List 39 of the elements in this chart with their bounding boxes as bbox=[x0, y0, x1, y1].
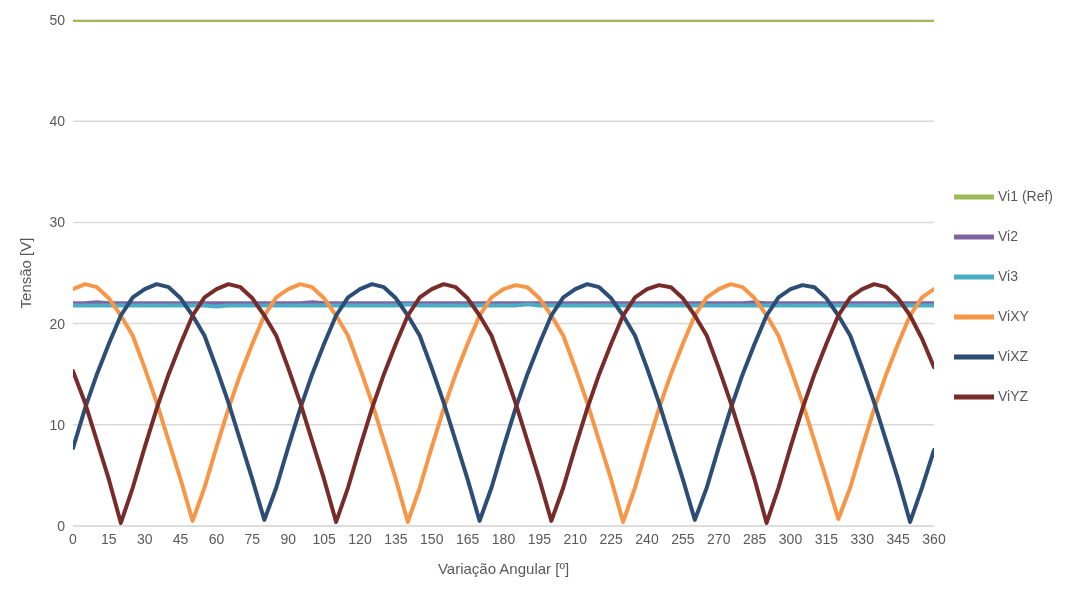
x-tick-label: 45 bbox=[172, 530, 189, 547]
x-tick-label: 180 bbox=[491, 530, 516, 547]
x-tick-label: 105 bbox=[312, 530, 337, 547]
x-tick-label: 270 bbox=[707, 530, 731, 547]
x-tick-label: 255 bbox=[671, 530, 695, 547]
x-tick-label: 315 bbox=[814, 530, 839, 547]
legend-label: Vi1 (Ref) bbox=[998, 188, 1053, 205]
x-tick-label: 330 bbox=[850, 530, 875, 547]
x-tick-label: 75 bbox=[244, 530, 261, 547]
x-tick-label: 285 bbox=[742, 530, 767, 547]
x-tick-label: 360 bbox=[922, 530, 946, 547]
y-axis-title: Tensão [V] bbox=[17, 237, 35, 309]
y-tick-label: 40 bbox=[49, 113, 66, 130]
y-tick-label: 20 bbox=[49, 315, 66, 332]
x-tick-label: 90 bbox=[280, 530, 297, 547]
legend-label: ViXY bbox=[998, 308, 1029, 325]
x-tick-label: 135 bbox=[384, 530, 408, 547]
x-tick-label: 30 bbox=[136, 530, 153, 547]
x-tick-label: 120 bbox=[348, 530, 372, 547]
x-tick-label: 300 bbox=[778, 530, 803, 547]
legend-label: Vi2 bbox=[998, 228, 1018, 245]
x-tick-label: 210 bbox=[563, 530, 588, 547]
legend-label: Vi3 bbox=[998, 268, 1018, 285]
x-tick-label: 345 bbox=[886, 530, 911, 547]
x-tick-label: 195 bbox=[527, 530, 552, 547]
x-tick-label: 15 bbox=[101, 530, 117, 547]
y-tick-label: 0 bbox=[57, 517, 66, 534]
legend-label: ViYZ bbox=[998, 388, 1029, 405]
x-tick-label: 240 bbox=[635, 530, 659, 547]
x-tick-label: 150 bbox=[420, 530, 444, 547]
y-tick-label: 50 bbox=[49, 11, 66, 28]
x-tick-label: 0 bbox=[69, 530, 78, 547]
y-tick-label: 30 bbox=[49, 214, 66, 231]
legend-label: ViXZ bbox=[998, 348, 1029, 365]
y-tick-label: 10 bbox=[49, 416, 66, 433]
x-tick-label: 60 bbox=[208, 530, 225, 547]
x-tick-label: 225 bbox=[599, 530, 624, 547]
x-axis-title: Variação Angular [º] bbox=[437, 560, 570, 577]
x-tick-label: 165 bbox=[455, 530, 480, 547]
